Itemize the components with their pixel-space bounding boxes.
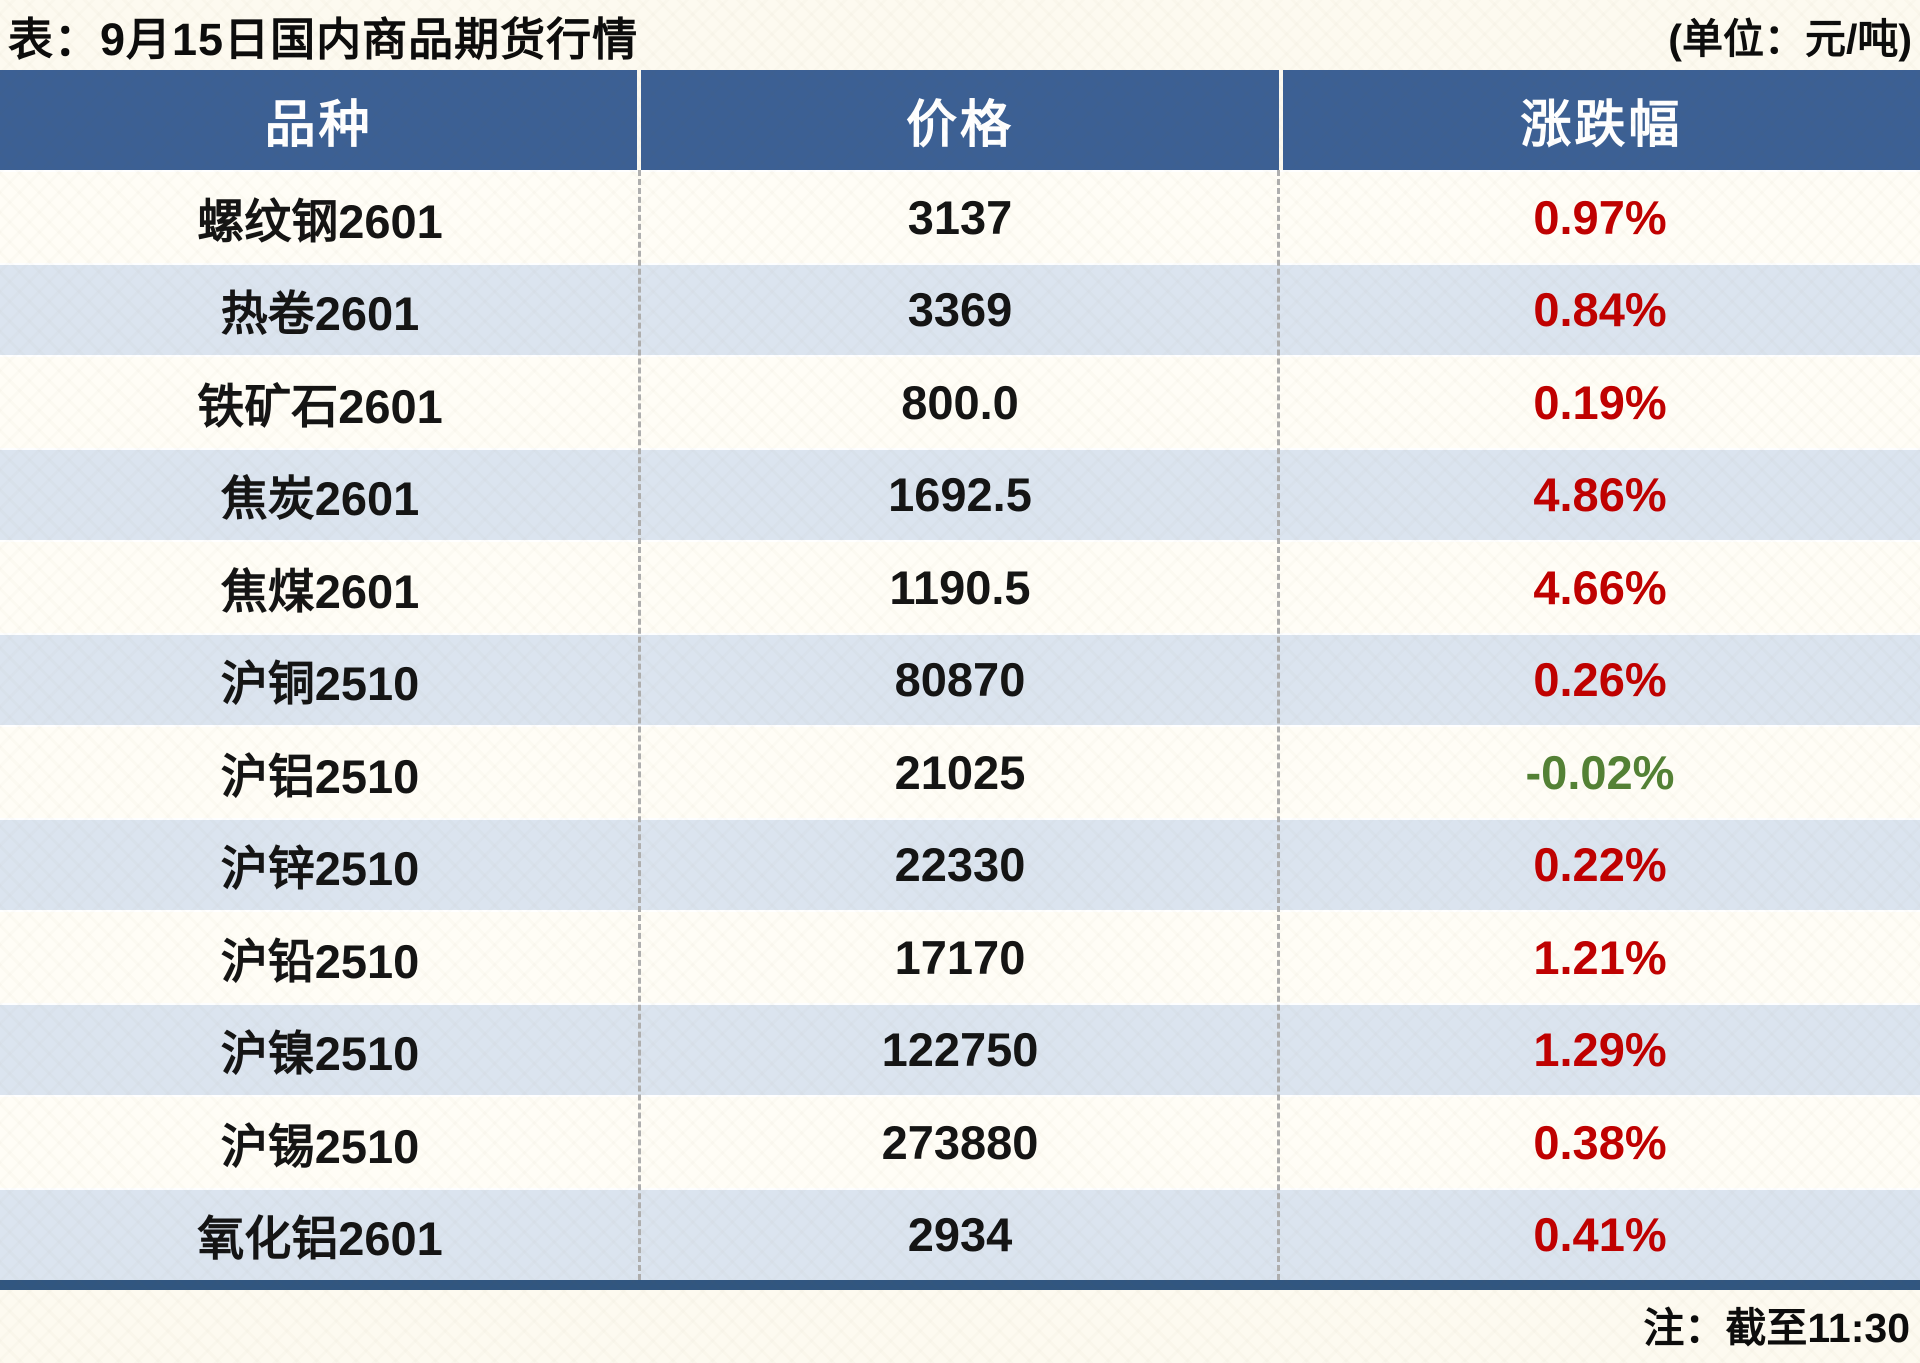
- variety-cell: 铁矿石2601: [197, 379, 443, 433]
- variety-cell: 沪铅2510: [220, 934, 420, 988]
- variety-cell: 沪锡2510: [220, 1119, 420, 1173]
- footer: 注：截至11:30: [0, 1294, 1920, 1354]
- table-row: 沪镍2510 122750 1.29%: [0, 1002, 1920, 1095]
- table-row: 焦炭2601 1692.5 4.86%: [0, 447, 1920, 540]
- table-row: 铁矿石2601 800.0 0.19%: [0, 355, 1920, 448]
- futures-table: 品种 价格 涨跌幅 螺纹钢2601 3137 0.97% 热卷2601 3369…: [0, 70, 1920, 1280]
- price-cell: 22330: [894, 838, 1026, 892]
- change-cell: 0.22%: [1533, 838, 1667, 892]
- column-header-variety: 品种: [264, 96, 373, 153]
- table-row: 沪锡2510 273880 0.38%: [0, 1095, 1920, 1188]
- price-cell: 2934: [907, 1208, 1013, 1262]
- change-cell: 4.86%: [1533, 468, 1667, 522]
- change-cell: 0.26%: [1533, 653, 1667, 707]
- column-divider: [1277, 170, 1280, 1280]
- title-bar: 表：9月15日国内商品期货行情 (单位：元/吨): [0, 0, 1920, 70]
- change-cell: 0.41%: [1533, 1208, 1667, 1262]
- price-cell: 1190.5: [889, 560, 1031, 614]
- variety-cell: 热卷2601: [220, 287, 420, 341]
- change-cell: 4.66%: [1533, 560, 1667, 614]
- variety-cell: 焦炭2601: [220, 472, 420, 526]
- change-cell: 1.29%: [1533, 1023, 1667, 1077]
- column-header-price: 价格: [637, 70, 1278, 170]
- variety-cell: 沪锌2510: [220, 842, 420, 896]
- price-cell: 273880: [881, 1115, 1039, 1169]
- table-row: 氧化铝2601 2934 0.41%: [0, 1187, 1920, 1280]
- variety-cell: 螺纹钢2601: [197, 194, 443, 248]
- page-title: 表：9月15日国内商品期货行情: [8, 13, 639, 65]
- footer-note: 注：截至11:30: [1643, 1305, 1910, 1351]
- table-header-row: 品种 价格 涨跌幅: [0, 70, 1920, 170]
- variety-cell: 氧化铝2601: [197, 1212, 443, 1266]
- table-row: 焦煤2601 1190.5 4.66%: [0, 540, 1920, 633]
- column-header-change: 涨跌幅: [1278, 70, 1920, 170]
- table-row: 沪铅2510 17170 1.21%: [0, 910, 1920, 1003]
- change-cell: 0.19%: [1533, 375, 1667, 429]
- price-cell: 122750: [881, 1023, 1039, 1077]
- change-cell: 0.84%: [1533, 283, 1667, 337]
- variety-cell: 沪铝2510: [220, 749, 420, 803]
- bottom-rule: [0, 1280, 1920, 1290]
- table-body: 螺纹钢2601 3137 0.97% 热卷2601 3369 0.84% 铁矿石…: [0, 170, 1920, 1280]
- table-row: 沪铝2510 21025 -0.02%: [0, 725, 1920, 818]
- price-cell: 1692.5: [888, 468, 1032, 522]
- table-row: 沪锌2510 22330 0.22%: [0, 817, 1920, 910]
- unit-label: (单位：元/吨): [1668, 16, 1912, 62]
- price-cell: 21025: [894, 745, 1026, 799]
- table-row: 沪铜2510 80870 0.26%: [0, 632, 1920, 725]
- change-cell: 0.38%: [1533, 1115, 1667, 1169]
- price-cell: 17170: [894, 930, 1026, 984]
- price-cell: 3369: [907, 283, 1013, 337]
- table-row: 螺纹钢2601 3137 0.97%: [0, 170, 1920, 263]
- change-cell: 1.21%: [1533, 930, 1667, 984]
- variety-cell: 焦煤2601: [220, 564, 420, 618]
- table-row: 热卷2601 3369 0.84%: [0, 262, 1920, 355]
- column-divider: [638, 170, 641, 1280]
- change-cell: 0.97%: [1533, 190, 1667, 244]
- change-cell: -0.02%: [1525, 745, 1675, 799]
- price-cell: 800.0: [901, 375, 1019, 429]
- price-cell: 3137: [907, 190, 1013, 244]
- price-cell: 80870: [894, 653, 1026, 707]
- variety-cell: 沪镍2510: [220, 1027, 420, 1081]
- variety-cell: 沪铜2510: [220, 657, 420, 711]
